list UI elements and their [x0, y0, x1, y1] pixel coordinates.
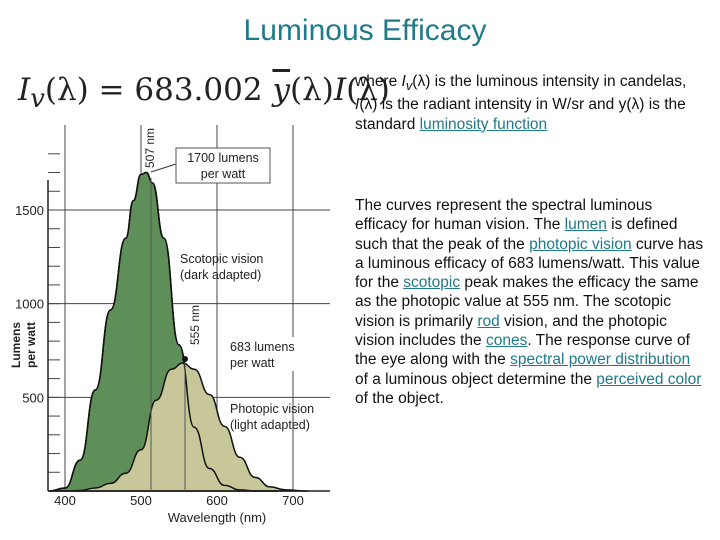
page-title: Luminous Efficacy — [243, 14, 487, 47]
scotopic-label-line2: (dark adapted) — [180, 268, 261, 282]
text-span: where — [355, 73, 402, 90]
formula-rhs-arg2: (λ) — [346, 72, 390, 108]
link-spectral-power-distribution[interactable]: spectral power distribution — [510, 351, 691, 369]
text-span: of a luminous object determine the — [355, 370, 597, 388]
text-span: of the object. — [355, 389, 444, 407]
explanation-paragraph: The curves represent the spectral lumino… — [355, 196, 705, 408]
x-tick-label: 600 — [206, 493, 228, 508]
callout-1700-line1: 1700 lumens — [187, 151, 259, 165]
callout-683-line2: per watt — [230, 356, 275, 370]
formula-lhs: I — [18, 72, 31, 108]
formula-rhs-I: I — [333, 72, 347, 108]
y-tick-label: 1000 — [15, 297, 44, 312]
text-span: v — [405, 78, 413, 94]
x-tick-label: 400 — [54, 493, 76, 508]
scotopic-label-line1: Scotopic vision — [180, 252, 263, 266]
text-span: . The response curve of the eye along wi… — [355, 332, 690, 369]
chart-axes: 500 1000 1500 400 500 600 700 — [15, 180, 330, 508]
text-span: is defined such that the peak of the — [355, 216, 678, 253]
link-perceived-color[interactable]: perceived color — [596, 370, 702, 388]
y-axis-label-line1: Lumens — [9, 322, 23, 368]
link-lumen[interactable]: lumen — [564, 216, 607, 234]
text-span: (λ) is the radiant intensity in W/sr and… — [355, 96, 686, 133]
link-scotopic[interactable]: scotopic — [403, 274, 461, 292]
photopic-label-line1: Photopic vision — [230, 402, 314, 416]
text-span: I — [401, 73, 406, 90]
callout-683-box — [229, 337, 297, 371]
text-span: The curves represent the spectral lumino… — [355, 197, 653, 234]
formula-lhs-sub: v — [30, 84, 45, 115]
callout-1700-box — [175, 147, 271, 184]
x-axis-label: Wavelength (nm) — [168, 510, 267, 525]
definition-paragraph: where Iv(λ) is the luminous intensity in… — [355, 72, 705, 134]
photopic-label-line2: (light adapted) — [230, 418, 310, 432]
formula-rhs-arg: (λ) — [289, 72, 334, 108]
link-rod[interactable]: rod — [477, 312, 500, 330]
text-span: I — [355, 96, 360, 114]
annotation-507nm: 507 nm — [143, 128, 157, 168]
crossover-point — [182, 356, 188, 362]
y-tick-label: 500 — [22, 390, 44, 405]
text-span: peak makes the efficacy the same as the … — [355, 274, 699, 330]
formula-ybar: y — [272, 72, 290, 108]
text-span: curve has a luminous efficacy of 683 lum… — [355, 235, 704, 292]
text-span: (λ) is the luminous intensity in candela… — [412, 73, 687, 90]
formula-constant: 683.002 — [134, 72, 263, 108]
y-axis-label-line2: per watt — [24, 322, 38, 368]
link-cones[interactable]: cones — [485, 332, 528, 350]
y-tick-label: 1500 — [15, 203, 44, 218]
x-tick-label: 700 — [282, 493, 304, 508]
formula-equals: = — [98, 72, 125, 108]
callout-1700-leader — [150, 163, 177, 173]
annotation-555nm: 555 nm — [188, 305, 202, 345]
photopic-area — [49, 362, 309, 492]
scotopic-outline — [49, 171, 278, 492]
callout-683-line1: 683 lumens — [230, 340, 295, 354]
x-tick-label: 500 — [130, 493, 152, 508]
formula-arg: (λ) — [44, 72, 89, 108]
luminous-intensity-formula: Iv(λ) = 683.002 y(λ)I(λ) — [18, 72, 390, 114]
chart-areas — [49, 171, 309, 492]
link-luminosity-function[interactable]: luminosity function — [419, 115, 548, 133]
text-span: vision, and the photopic vision includes… — [355, 312, 667, 350]
callout-1700-line2: per watt — [201, 167, 246, 181]
link-photopic-vision[interactable]: photopic vision — [529, 235, 632, 253]
